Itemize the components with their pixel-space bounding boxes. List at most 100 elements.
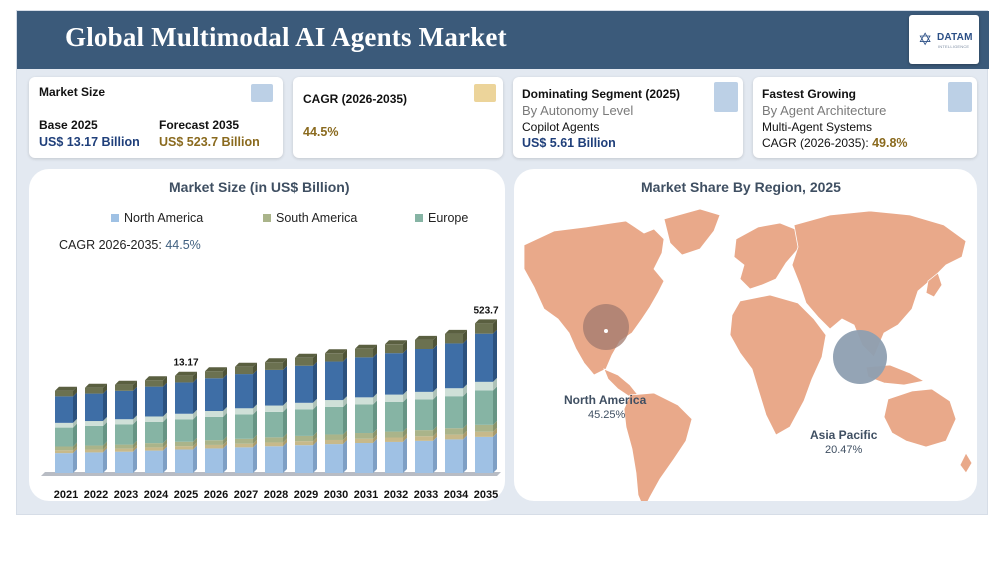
bar-2030-segment-6 bbox=[325, 353, 343, 362]
bar-2030-side-0 bbox=[343, 440, 347, 473]
bar-2035-side-6 bbox=[493, 319, 497, 334]
bar-2032-segment-6 bbox=[385, 344, 403, 354]
bar-2034-side-3 bbox=[463, 392, 467, 429]
bar-2027-segment-1 bbox=[235, 443, 253, 448]
fastest-cagr-value: 49.8% bbox=[872, 136, 908, 150]
bar-2024-side-2 bbox=[163, 439, 167, 448]
map-australia bbox=[883, 388, 957, 448]
bar-2021-segment-5 bbox=[55, 396, 73, 423]
bar-2032-side-1 bbox=[403, 433, 407, 442]
bar-2021-side-2 bbox=[73, 442, 77, 451]
bar-2034-segment-3 bbox=[445, 396, 463, 429]
bar-2026-segment-6 bbox=[205, 371, 223, 379]
bar-2032-segment-0 bbox=[385, 441, 403, 473]
bar-2030-segment-4 bbox=[325, 400, 343, 407]
bar-2030-side-6 bbox=[343, 349, 347, 362]
north-america-share-dot bbox=[604, 329, 608, 333]
bar-2026-side-0 bbox=[223, 444, 227, 473]
bar-2027-side-5 bbox=[253, 370, 257, 409]
bar-2030-side-1 bbox=[343, 435, 347, 445]
bar-2032-segment-4 bbox=[385, 394, 403, 402]
market-size-chart-panel: Market Size (in US$ Billion) North Ameri… bbox=[29, 169, 505, 501]
bar-2027-side-6 bbox=[253, 362, 257, 375]
x-tick-2021: 2021 bbox=[54, 489, 78, 501]
bar-2031-side-1 bbox=[373, 434, 377, 444]
bar-2030-segment-0 bbox=[325, 444, 343, 473]
bar-2033-side-6 bbox=[433, 335, 437, 350]
bar-2030-top bbox=[325, 349, 347, 354]
logo: ✡ DATAM INTELLIGENCE bbox=[909, 15, 979, 64]
map-label-asia-pacific: Asia Pacific bbox=[810, 428, 878, 442]
bar-2032-side-5 bbox=[403, 349, 407, 395]
bar-2034 bbox=[445, 329, 467, 473]
bar-2029-segment-6 bbox=[295, 357, 313, 366]
bar-2026-segment-3 bbox=[205, 416, 223, 441]
bar-2033-side-2 bbox=[433, 426, 437, 437]
cagr-icon bbox=[474, 84, 496, 102]
bar-2022-side-3 bbox=[103, 421, 107, 446]
bar-2035-segment-1 bbox=[475, 431, 493, 437]
bar-2029-segment-5 bbox=[295, 365, 313, 403]
bar-2028-side-5 bbox=[283, 365, 287, 406]
map-new-zealand bbox=[959, 452, 973, 474]
map-greenland bbox=[663, 208, 721, 256]
map-asia bbox=[791, 210, 967, 358]
bar-2029-side-3 bbox=[313, 405, 317, 436]
bar-2024-segment-6 bbox=[145, 380, 163, 387]
bar-2027-segment-4 bbox=[235, 408, 253, 415]
bar-2023-side-4 bbox=[133, 415, 137, 425]
x-tick-2025: 2025 bbox=[174, 489, 198, 501]
bar-2034-segment-6 bbox=[445, 333, 463, 344]
x-tick-2022: 2022 bbox=[84, 489, 108, 501]
chart-cagr-annotation: CAGR 2026-2035: 44.5% bbox=[59, 238, 201, 252]
bar-2026-segment-2 bbox=[205, 440, 223, 445]
x-tick-2028: 2028 bbox=[264, 489, 288, 501]
bar-2032-side-0 bbox=[403, 437, 407, 473]
bar-2034-side-0 bbox=[463, 435, 467, 473]
dominating-icon bbox=[714, 82, 738, 112]
cagr-value: 44.5% bbox=[303, 125, 339, 139]
region-map-panel: Market Share By Region, 2025 bbox=[514, 169, 977, 501]
fastest-cagr: CAGR (2026-2035): 49.8% bbox=[762, 136, 908, 150]
market-size-card: Market Size Base 2025 US$ 13.17 Billion … bbox=[29, 77, 283, 158]
infographic-frame: Global Multimodal AI Agents Market ✡ DAT… bbox=[16, 10, 989, 515]
bar-2027-segment-0 bbox=[235, 447, 253, 473]
bar-2022-side-2 bbox=[103, 441, 107, 450]
bar-2025-segment-3 bbox=[175, 419, 193, 442]
bar-2031-side-3 bbox=[373, 400, 377, 434]
bar-2023-side-0 bbox=[133, 447, 137, 473]
x-tick-2027: 2027 bbox=[234, 489, 258, 501]
bar-2023-side-5 bbox=[133, 386, 137, 420]
bar-2031-segment-2 bbox=[355, 433, 373, 439]
bar-2028-segment-3 bbox=[265, 411, 283, 438]
legend-label-north-america: North America bbox=[124, 211, 204, 225]
logo-subtitle: INTELLIGENCE bbox=[938, 44, 970, 49]
dominating-value: US$ 5.61 Billion bbox=[522, 136, 616, 150]
legend-label-south-america: South America bbox=[276, 211, 358, 225]
bar-2025-side-3 bbox=[193, 415, 197, 442]
bar-2023-segment-0 bbox=[115, 451, 133, 473]
bar-2034-top bbox=[445, 329, 467, 334]
bar-2034-side-6 bbox=[463, 329, 467, 344]
bar-2023-segment-3 bbox=[115, 424, 133, 445]
bar-2034-segment-4 bbox=[445, 388, 463, 397]
bar-2028 bbox=[265, 358, 287, 473]
bar-chart-title: Market Size (in US$ Billion) bbox=[169, 179, 350, 195]
bar-2032-segment-3 bbox=[385, 401, 403, 432]
market-size-icon bbox=[251, 84, 273, 102]
bar-2029-side-1 bbox=[313, 437, 317, 446]
bar-2030 bbox=[325, 349, 347, 473]
bar-2025-segment-0 bbox=[175, 449, 193, 473]
bar-2035-side-5 bbox=[493, 329, 497, 382]
cagr-title: CAGR (2026-2035) bbox=[303, 92, 408, 106]
bar-2029-segment-2 bbox=[295, 435, 313, 442]
bar-2033-side-1 bbox=[433, 432, 437, 441]
bar-2034-side-1 bbox=[463, 430, 467, 440]
bar-2029-side-0 bbox=[313, 441, 317, 473]
bar-2028-side-2 bbox=[283, 433, 287, 443]
legend-north-america: North America bbox=[111, 211, 203, 225]
bar-2021-side-0 bbox=[73, 449, 77, 473]
bar-2033-segment-2 bbox=[415, 430, 433, 437]
bar-2024-side-0 bbox=[163, 446, 167, 473]
bar-2031-side-0 bbox=[373, 439, 377, 473]
